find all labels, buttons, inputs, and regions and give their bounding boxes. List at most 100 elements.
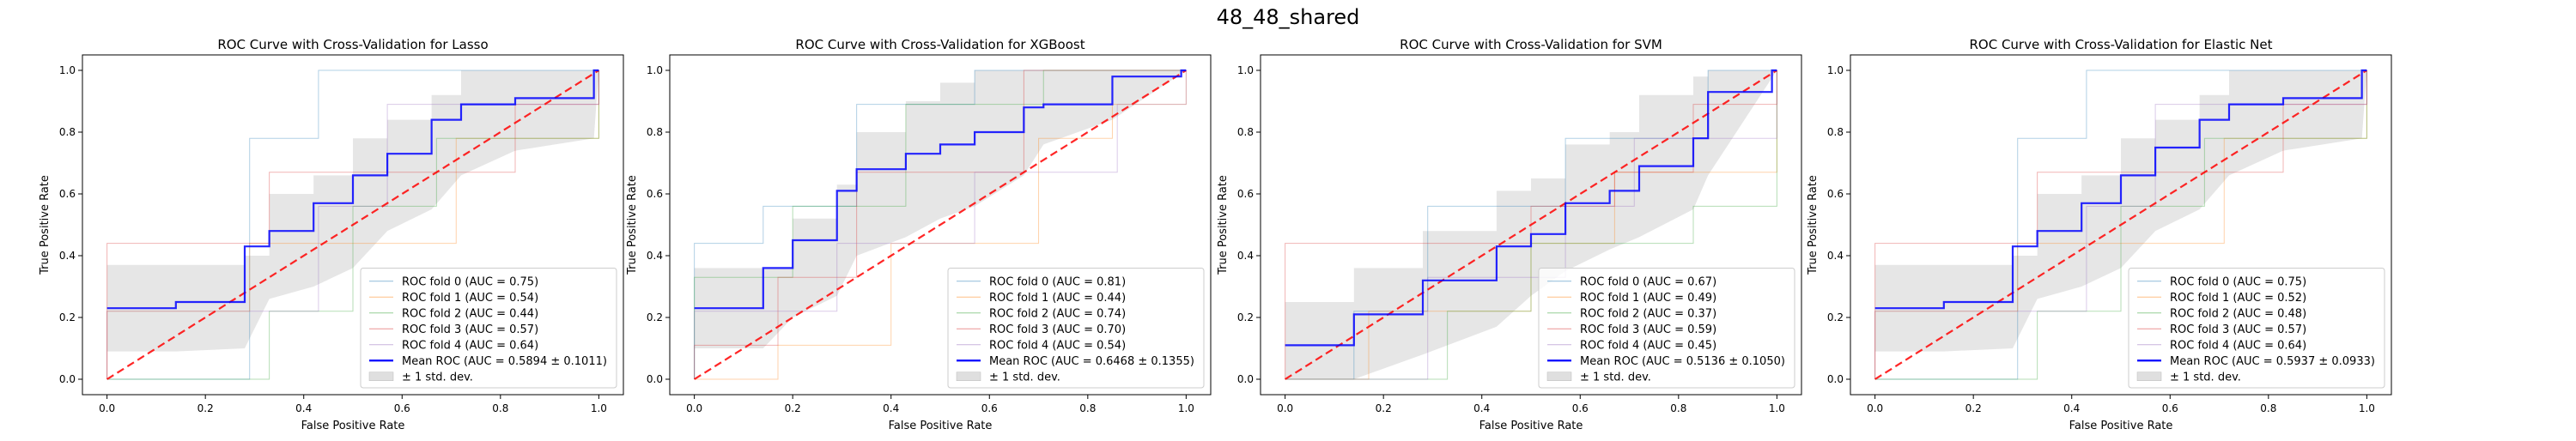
x-tick-label: 0.8 [1670,402,1686,414]
y-tick-label: 0.6 [1827,188,1844,200]
axes-frame [1260,54,1802,396]
y-tick-label: 0.0 [647,373,663,385]
x-axis-label: False Positive Rate [2069,420,2173,432]
legend-entry-label: ± 1 std. dev. [989,371,1060,384]
axes-frame [669,54,1212,396]
x-axis-label: False Positive Rate [301,420,405,432]
legend-entry-label: ROC fold 3 (AUC = 0.70) [989,323,1126,336]
roc-chart-svg: ROC Curve with Cross-Validation for Elas… [1807,37,2392,432]
y-tick-label: 1.0 [647,64,663,76]
chart-panel-svm: ROC Curve with Cross-Validation for SVM 0… [1209,37,1819,441]
x-tick-label: 0.8 [492,402,508,414]
legend-entry-label: ROC fold 0 (AUC = 0.75) [2170,275,2306,288]
x-tick-label: 0.4 [2063,402,2080,414]
roc-fold-0-line [1874,69,2367,380]
legend: ROC fold 0 (AUC = 0.81) ROC fold 1 (AUC =… [947,268,1205,389]
std-dev-band [106,70,599,352]
roc-fold-3-line [694,69,1187,379]
x-tick-label: 0.4 [295,402,312,414]
y-tick-label: 0.0 [1237,373,1254,385]
axes-frame [82,54,624,396]
legend-entry-label: ROC fold 0 (AUC = 0.81) [989,275,1126,288]
figure-suptitle: 48_48_shared [1216,5,1360,29]
std-dev-band [694,70,1187,348]
x-tick-label: 0.0 [686,402,702,414]
y-axis-label: True Positive Rate [626,175,639,275]
legend-entry-label: ROC fold 1 (AUC = 0.54) [402,292,538,305]
x-tick-label: 0.6 [981,402,998,414]
x-tick-label: 1.0 [1178,402,1194,414]
legend-entry-label: ROC fold 3 (AUC = 0.59) [1580,323,1716,336]
x-tick-label: 0.2 [785,402,801,414]
roc-fold-3-line [1285,70,1777,379]
roc-fold-2-line [694,69,1187,379]
roc-fold-4-line [1874,70,2367,379]
chart-panel-xgboost: ROC Curve with Cross-Validation for XGBo… [618,37,1228,441]
roc-fold-3-line [1874,70,2367,379]
roc-fold-4-line [106,70,599,379]
legend-entry-label: Mean ROC (AUC = 0.6468 ± 0.1355) [989,355,1194,368]
roc-fold-1-line [106,70,599,379]
x-tick-label: 0.6 [2162,402,2178,414]
y-tick-label: 0.8 [647,126,663,138]
legend-entry-label: ROC fold 1 (AUC = 0.49) [1580,292,1716,305]
x-tick-label: 0.2 [1376,402,1392,414]
roc-fold-4-line [694,70,1187,379]
chance-line [106,69,599,380]
x-tick-label: 0.4 [883,402,899,414]
x-tick-label: 0.0 [99,402,115,414]
x-axis-label: False Positive Rate [889,420,993,432]
legend-entry-label: ROC fold 0 (AUC = 0.75) [402,275,538,288]
legend-entry-label: ROC fold 3 (AUC = 0.57) [2170,323,2306,336]
legend-handle-std-band [2136,372,2162,381]
mean-roc-line [1285,69,1777,347]
y-axis-label: True Positive Rate [1217,175,1230,275]
legend-entry-label: ROC fold 3 (AUC = 0.57) [402,323,538,336]
x-tick-label: 1.0 [1769,402,1785,414]
roc-fold-0-line [694,69,1187,379]
legend-entry-label: ± 1 std. dev. [2170,371,2241,384]
chart-title: ROC Curve with Cross-Validation for SVM [1400,38,1662,52]
y-tick-label: 0.4 [1827,250,1844,262]
roc-fold-1-line [1874,70,2367,379]
legend: ROC fold 0 (AUC = 0.75) ROC fold 1 (AUC =… [360,268,617,389]
chance-line [1874,69,2367,380]
legend-entry-label: ROC fold 4 (AUC = 0.45) [1580,339,1716,352]
legend-entry-label: ROC fold 2 (AUC = 0.44) [402,307,538,320]
chart-panel-elastic-net: ROC Curve with Cross-Validation for Elas… [1799,37,2409,441]
mean-roc-line [1874,69,2367,310]
x-tick-label: 0.2 [197,402,214,414]
y-tick-label: 0.0 [1827,373,1844,385]
x-tick-label: 0.8 [1079,402,1096,414]
legend: ROC fold 0 (AUC = 0.67) ROC fold 1 (AUC =… [1538,268,1795,389]
legend-entry-label: Mean ROC (AUC = 0.5894 ± 0.1011) [402,355,607,368]
legend-entry-label: ROC fold 1 (AUC = 0.44) [989,292,1126,305]
roc-fold-3-line [106,70,599,379]
y-axis-label: True Positive Rate [39,175,52,275]
y-tick-label: 0.4 [59,250,76,262]
x-tick-label: 0.0 [1867,402,1883,414]
legend: ROC fold 0 (AUC = 0.75) ROC fold 1 (AUC =… [2128,268,2385,389]
legend-entry-label: ROC fold 4 (AUC = 0.54) [989,339,1126,352]
chart-title: ROC Curve with Cross-Validation for XGBo… [795,38,1084,52]
x-tick-label: 1.0 [2359,402,2375,414]
chance-line [1285,69,1777,380]
legend-entry-label: ROC fold 4 (AUC = 0.64) [402,339,538,352]
y-tick-label: 0.6 [1237,188,1254,200]
legend-handle-std-band [1546,372,1572,381]
x-tick-label: 0.4 [1473,402,1490,414]
roc-chart-svg: ROC Curve with Cross-Validation for XGBo… [626,37,1212,432]
x-tick-label: 1.0 [591,402,607,414]
y-tick-label: 0.2 [1237,311,1254,323]
legend-handle-std-band [956,372,981,381]
roc-fold-2-line [106,70,599,380]
y-tick-label: 0.2 [647,311,663,323]
legend-entry-label: ± 1 std. dev. [1580,371,1651,384]
y-tick-label: 0.6 [59,188,76,200]
x-axis-label: False Positive Rate [1479,420,1583,432]
y-tick-label: 1.0 [1237,64,1254,76]
mean-roc-line [106,69,599,310]
legend-entry-label: ROC fold 4 (AUC = 0.64) [2170,339,2306,352]
legend-entry-label: ROC fold 2 (AUC = 0.48) [2170,307,2306,320]
roc-chart-svg: ROC Curve with Cross-Validation for Lass… [39,37,624,432]
